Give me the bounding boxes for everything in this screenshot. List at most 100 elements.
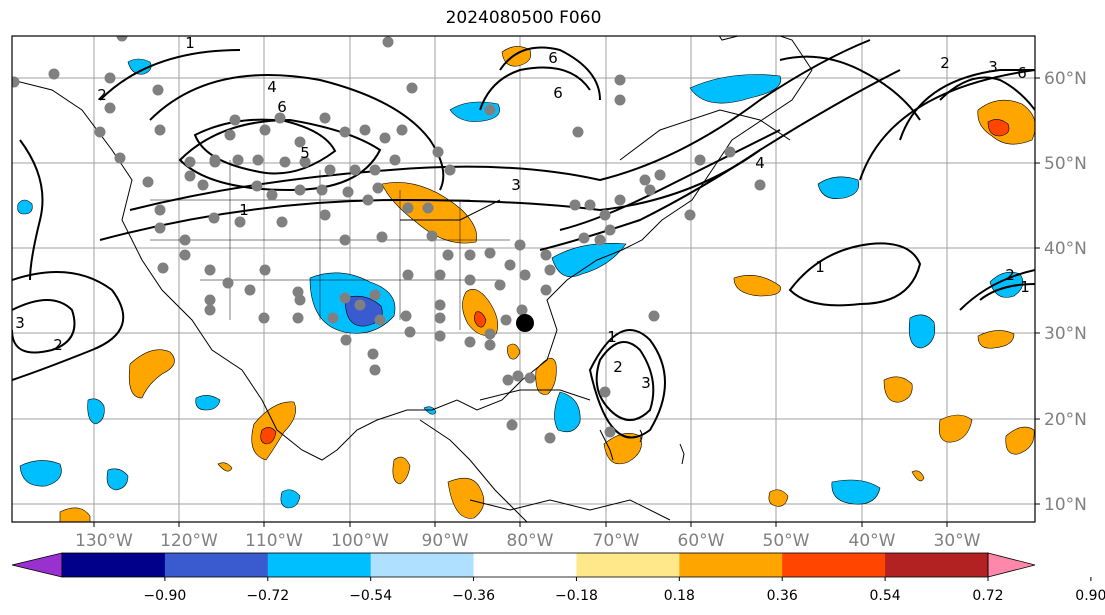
station-dot: [154, 124, 166, 136]
station-dot: [252, 154, 264, 166]
station-dot: [422, 202, 434, 214]
contour-label: 6: [553, 84, 563, 102]
station-dot: [258, 312, 270, 324]
station-dot: [12, 76, 20, 88]
station-dot: [694, 154, 706, 166]
station-dot: [94, 126, 106, 138]
station-dot: [154, 222, 166, 234]
station-dot: [402, 202, 414, 214]
station-dot: [604, 426, 616, 438]
lat-label: 50°N: [1044, 154, 1087, 174]
station-dot: [442, 249, 454, 261]
station-dot: [294, 136, 306, 148]
contour-label: 6: [1017, 64, 1027, 82]
station-dot: [251, 180, 263, 192]
contour-label: 2: [53, 336, 63, 354]
map-title: 2024080500 F060: [445, 8, 602, 28]
station-dot: [204, 294, 216, 306]
lat-label: 40°N: [1044, 239, 1087, 259]
contour-label: 1: [185, 34, 195, 52]
station-dot: [484, 339, 496, 351]
lon-label: 110°W: [245, 531, 303, 551]
station-dot: [382, 36, 394, 48]
station-dot: [362, 194, 374, 206]
station-dot: [369, 289, 381, 301]
lat-label: 20°N: [1044, 410, 1087, 430]
station-dot: [339, 292, 351, 304]
station-dot: [234, 216, 246, 228]
station-dot: [324, 164, 336, 176]
station-dot: [464, 249, 476, 261]
station-dot: [367, 348, 379, 360]
station-dot: [276, 216, 288, 228]
lon-label: 80°W: [507, 531, 554, 551]
colorbar-tick-label: −0.72: [246, 588, 289, 604]
station-dot: [639, 174, 651, 186]
station-dot: [594, 234, 606, 246]
station-dot: [648, 310, 660, 322]
lon-label: 50°W: [763, 531, 810, 551]
contour-label: 1: [239, 201, 249, 219]
colorbar-tick-label: −0.90: [143, 588, 186, 604]
lat-label: 30°N: [1044, 324, 1087, 344]
station-dot: [259, 264, 271, 276]
contour-label: 3: [15, 314, 25, 332]
station-dot: [572, 126, 584, 138]
station-dot: [434, 312, 446, 324]
station-dot: [514, 239, 526, 251]
station-dot: [524, 372, 536, 384]
station-dot: [540, 249, 552, 261]
station-dot: [434, 330, 446, 342]
colorbar-segment: [679, 553, 783, 577]
colorbar-tick-label: 0.90: [1075, 588, 1105, 604]
colorbar-frame: [61, 552, 989, 578]
station-dot: [504, 259, 516, 271]
map-frame: [11, 35, 1036, 523]
colorbar-segment: [885, 553, 989, 577]
contour-label: 1: [815, 258, 825, 276]
colorbar-tick-label: −0.36: [452, 588, 495, 604]
highlight-location-dot: [516, 314, 534, 332]
station-dot: [614, 194, 626, 206]
station-dot: [484, 328, 496, 340]
station-dot: [299, 156, 311, 168]
station-dot: [599, 386, 611, 398]
colorbar-high-extension: [987, 552, 1036, 578]
station-dot: [754, 179, 766, 191]
station-dot: [294, 184, 306, 196]
station-dot: [516, 304, 528, 316]
station-dot: [599, 209, 611, 221]
colorbar-tick-label: 0.36: [767, 588, 798, 604]
station-dot: [369, 364, 381, 376]
contour-lines: [12, 39, 1035, 439]
colorbar-segment: [370, 553, 475, 577]
lon-label: 100°W: [331, 531, 389, 551]
station-dot: [359, 124, 371, 136]
station-dot: [340, 334, 352, 346]
station-dot: [184, 156, 196, 168]
station-dot: [644, 184, 656, 196]
coastlines: [12, 36, 813, 522]
colorbar-segment: [267, 553, 372, 577]
station-dot: [402, 269, 414, 281]
contour-label: 2: [613, 358, 623, 376]
contour-label: 2: [97, 86, 107, 104]
station-dot: [376, 231, 388, 243]
lon-label: 130°W: [75, 531, 133, 551]
station-dot: [426, 230, 438, 242]
colorbar-segment: [782, 553, 886, 577]
contour-label: 3: [641, 374, 651, 392]
station-dot: [327, 312, 339, 324]
lon-label: 120°W: [160, 531, 218, 551]
station-dot: [292, 312, 304, 324]
station-dot: [434, 299, 446, 311]
contour-label: 2: [1005, 266, 1015, 284]
contour-label: 4: [755, 154, 765, 172]
lon-label: 40°W: [849, 531, 896, 551]
station-dot: [339, 234, 351, 246]
station-dot: [396, 124, 408, 136]
station-dot: [519, 269, 531, 281]
station-dot: [154, 204, 166, 216]
contour-label: 5: [300, 144, 310, 162]
colorbar-segment: [576, 553, 680, 577]
